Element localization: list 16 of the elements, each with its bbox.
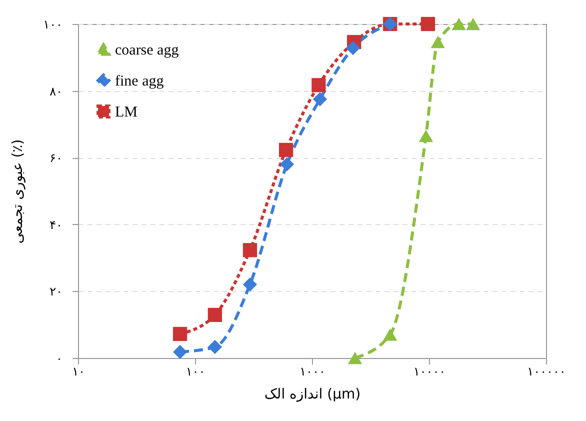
x-tick-label: ۱۰۰۰۰۰ — [527, 364, 566, 378]
legend-label: coarse agg — [115, 42, 180, 58]
legend-label: fine agg — [115, 74, 164, 90]
y-tick-label: ۶۰ — [50, 151, 62, 166]
x-tick-label: ۱۰ — [72, 364, 85, 378]
y-tick-label: ۰ — [56, 352, 62, 366]
x-tick-label: ۱۰۰ — [186, 364, 206, 378]
x-tick-label: ۱۰۰۰۰ — [413, 364, 446, 378]
y-tick-label: ۴۰ — [50, 218, 62, 232]
x-tick-label: ۱۰۰۰ — [300, 364, 326, 378]
legend-label: LM — [115, 104, 138, 120]
y-tick-label: ۸۰ — [50, 84, 62, 98]
x-axis-title: اندازه الک (μm) — [264, 386, 361, 402]
y-tick-label: ۱۰۰ — [43, 18, 62, 32]
y-axis-title: عبوری تجمعی (٪) — [10, 139, 26, 244]
y-tick-label: ۲۰ — [50, 284, 62, 299]
